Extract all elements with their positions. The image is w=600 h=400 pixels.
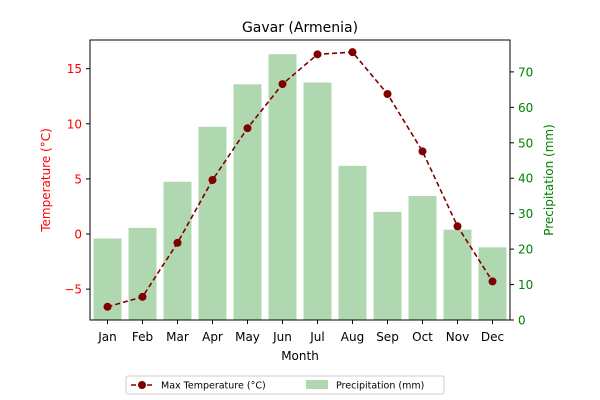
temperature-point-aug [348, 48, 357, 57]
temperature-point-feb [138, 292, 147, 301]
right-tick-label: 40 [518, 172, 533, 186]
precip-bar-mar [163, 181, 192, 320]
x-tick-label: Oct [412, 330, 433, 344]
x-tick-label: May [235, 330, 260, 344]
right-axis-label: Precipitation (mm) [542, 124, 556, 236]
temperature-point-jan [103, 302, 112, 311]
plot-frame [89, 39, 511, 321]
x-tick-label: Aug [341, 330, 364, 344]
temperature-line [107, 51, 494, 308]
left-tick-label: −5 [64, 283, 82, 297]
right-axis: 0 10 20 30 40 50 60 70 [510, 65, 533, 328]
temperature-point-oct [418, 147, 427, 156]
left-tick-label: 0 [74, 228, 82, 242]
temperature-point-jul [313, 50, 322, 59]
legend-label-precipitation: Precipitation (mm) [336, 381, 424, 392]
left-axis: −5 0 5 10 15 [64, 62, 90, 297]
temperature-point-may [243, 124, 252, 133]
legend-line-marker [138, 381, 146, 389]
temperature-point-mar [173, 238, 182, 247]
precip-bar-jul [303, 82, 332, 320]
precip-bar-may [233, 84, 262, 320]
x-tick-label: Dec [481, 330, 504, 344]
right-tick-label: 70 [518, 65, 533, 79]
precip-bar-feb [128, 227, 157, 320]
left-tick-label: 15 [67, 62, 82, 76]
right-tick-label: 20 [518, 243, 533, 257]
x-tick-label: Sep [376, 330, 399, 344]
left-tick-label: 5 [74, 172, 82, 186]
x-axis: Jan Feb Mar Apr May Jun Jul Aug Sep Oct Nov Dec [97, 320, 504, 344]
temperature-point-nov [453, 222, 462, 231]
x-tick-label: Jun [272, 330, 292, 344]
x-tick-label: Mar [166, 330, 189, 344]
precip-bar-nov [443, 229, 472, 320]
temperature-point-jun [278, 80, 287, 89]
precip-bar-sep [373, 211, 402, 320]
precip-bar-aug [338, 165, 367, 320]
precip-bar-apr [198, 126, 227, 320]
chart-title: Gavar (Armenia) [242, 20, 358, 36]
temperature-point-sep [383, 90, 392, 99]
bars-layer [93, 54, 507, 320]
x-tick-label: Jan [97, 330, 117, 344]
left-axis-label: Temperature (°C) [39, 128, 53, 233]
left-tick-label: 10 [67, 117, 82, 131]
line-layer [103, 48, 497, 311]
right-tick-label: 0 [518, 314, 526, 328]
precip-bar-jun [268, 54, 297, 320]
x-tick-label: Jul [309, 330, 324, 344]
temperature-point-apr [208, 176, 217, 184]
x-tick-label: Apr [202, 330, 223, 344]
legend-label-temperature: Max Temperature (°C) [161, 381, 266, 392]
x-tick-label: Nov [446, 330, 469, 344]
legend: Max Temperature (°C) Precipitation (mm) [125, 375, 445, 395]
right-tick-label: 60 [518, 101, 533, 115]
right-tick-label: 10 [518, 278, 533, 292]
legend-frame [125, 375, 445, 395]
x-tick-label: Feb [132, 330, 153, 344]
temperature-point-dec [488, 277, 497, 286]
right-tick-label: 50 [518, 136, 533, 150]
x-axis-label: Month [281, 349, 319, 363]
right-tick-label: 30 [518, 207, 533, 221]
precip-bar-oct [408, 195, 437, 320]
legend-bar-swatch [306, 380, 328, 389]
